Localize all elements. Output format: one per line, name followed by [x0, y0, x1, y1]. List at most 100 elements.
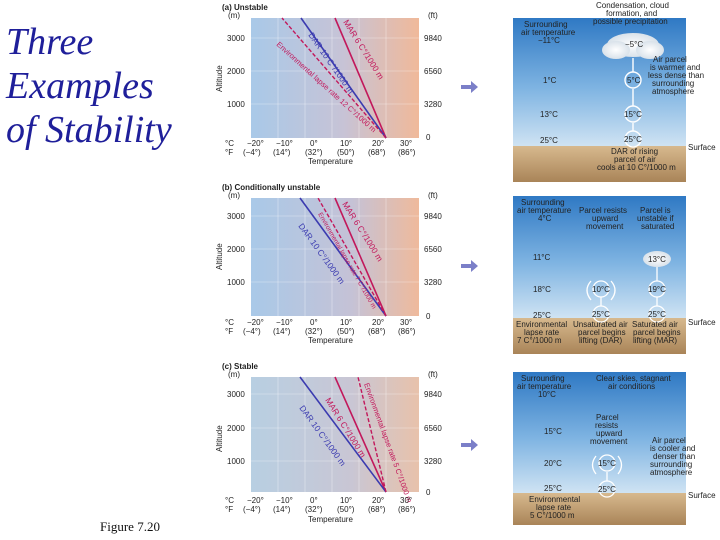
- panel-heading: (a) Unstable: [222, 3, 268, 12]
- parcel-temp: 10°C: [592, 285, 610, 294]
- x-axis-label: Temperature: [308, 157, 353, 166]
- f-tick: (14°): [273, 148, 291, 157]
- parcel-temp: 25°C: [598, 485, 616, 494]
- caption-text: parcel begins: [633, 328, 681, 337]
- caption-text: lapse rate: [536, 503, 572, 512]
- parcel-temp: 19°C: [648, 285, 666, 294]
- note-text: atmosphere: [652, 87, 695, 96]
- ft-tick: 9840: [424, 390, 442, 399]
- c-tick: °C: [225, 139, 234, 148]
- note-text: upward: [596, 429, 622, 438]
- f-tick: (−4°): [243, 327, 261, 336]
- x-axis-ticks: °C −20° −10° 0° 10° 20° 30° °F (−4°) (14…: [225, 318, 416, 336]
- c-tick: 0°: [310, 318, 318, 327]
- caption-text: lifting (MAR): [633, 336, 677, 345]
- x-axis-label: Temperature: [308, 336, 353, 345]
- caption-text: parcel begins: [578, 328, 626, 337]
- gridlines: [251, 18, 419, 138]
- ft-tick: 6560: [424, 424, 442, 433]
- ground: [513, 493, 686, 525]
- f-tick: (86°): [398, 148, 416, 157]
- arrow-icon: [461, 81, 478, 93]
- mar-line: [334, 17, 387, 139]
- illustration-unstable: Surrounding air temperature −11°C Conden…: [513, 1, 716, 182]
- header-text: air temperature: [517, 206, 572, 215]
- f-tick: (86°): [398, 327, 416, 336]
- arrow-icon: [461, 260, 478, 272]
- alt-tick: 1000: [227, 457, 245, 466]
- c-tick: −10°: [276, 139, 293, 148]
- note-text: resists: [595, 421, 618, 430]
- ft-tick: 6560: [424, 245, 442, 254]
- cloud-icon: [602, 41, 630, 59]
- dar-line: [300, 17, 387, 139]
- alt-tick: 1000: [227, 100, 245, 109]
- slide-title: Three Examples of Stability: [6, 20, 206, 152]
- note-text: Air parcel: [652, 436, 686, 445]
- f-tick: (−4°): [243, 505, 261, 514]
- x-axis-label: Temperature: [308, 515, 353, 524]
- ground: [513, 318, 686, 354]
- caption-text: lapse rate: [524, 328, 560, 337]
- header-text: formation, and: [606, 9, 657, 18]
- c-tick: 30°: [400, 318, 412, 327]
- env-temp: 13°C: [540, 110, 558, 119]
- parcel-temp: 13°C: [648, 255, 666, 264]
- c-tick: °C: [225, 496, 234, 505]
- env-lapse-line: [317, 197, 387, 317]
- note-text: atmosphere: [650, 468, 693, 477]
- x-axis-ticks: °C −20° −10° 0° 10° 20° 30° °F (−4°) (14…: [225, 496, 416, 514]
- cloud-icon: [643, 251, 671, 267]
- caption-text: Environmental: [516, 320, 567, 329]
- unit-ft: (ft): [428, 191, 438, 200]
- caption-text: DAR of rising: [611, 147, 658, 156]
- caption-text: Environmental: [529, 495, 580, 504]
- ft-tick: 9840: [424, 212, 442, 221]
- alt-tick: 2000: [227, 245, 245, 254]
- c-tick: −10°: [276, 496, 293, 505]
- illustration-stable: Surrounding air temperature 10°C Clear s…: [513, 372, 716, 525]
- parcel-temp: −5°C: [625, 40, 643, 49]
- ft-tick: 0: [426, 133, 431, 142]
- env-temp: 25°C: [533, 311, 551, 320]
- ground: [513, 146, 686, 182]
- alt-tick: 2000: [227, 424, 245, 433]
- header-text: air temperature: [521, 28, 576, 37]
- unit-m: (m): [228, 191, 240, 200]
- chart-background: [251, 198, 419, 316]
- c-tick: 10°: [340, 496, 352, 505]
- header-text: upward: [592, 214, 618, 223]
- header-text: Surrounding: [524, 20, 568, 29]
- env-temp: 15°C: [544, 427, 562, 436]
- f-tick: (14°): [273, 327, 291, 336]
- c-tick: 30°: [400, 496, 412, 505]
- env-temp: 18°C: [533, 285, 551, 294]
- env-temp: 25°C: [540, 136, 558, 145]
- mar-line: [334, 376, 387, 493]
- f-tick: °F: [225, 148, 233, 157]
- sky: [513, 372, 686, 493]
- c-tick: −10°: [276, 318, 293, 327]
- chart-background: [251, 18, 419, 138]
- env-temp: 25°C: [544, 484, 562, 493]
- gridlines: [251, 377, 419, 492]
- y-axis-label: Altitude: [215, 243, 224, 270]
- header-text: Clear skies, stagnant: [596, 374, 671, 383]
- panel-heading: (b) Conditionally unstable: [222, 183, 321, 192]
- c-tick: 20°: [372, 139, 384, 148]
- c-tick: −20°: [247, 139, 264, 148]
- ft-tick: 3280: [424, 457, 442, 466]
- header-text: air temperature: [517, 382, 572, 391]
- header-text: Parcel is: [640, 206, 671, 215]
- unit-ft: (ft): [428, 370, 438, 379]
- arrow-icon: [461, 439, 478, 451]
- header-text: Parcel resists: [579, 206, 627, 215]
- note-text: is warmer and: [650, 63, 700, 72]
- env-lapse-line: [281, 17, 387, 139]
- c-tick: 10°: [340, 139, 352, 148]
- title-line-1: Three: [6, 21, 94, 63]
- y-axis-label: Altitude: [215, 425, 224, 452]
- dar-line: [299, 197, 387, 317]
- f-tick: (32°): [305, 327, 323, 336]
- header-text: air conditions: [608, 382, 655, 391]
